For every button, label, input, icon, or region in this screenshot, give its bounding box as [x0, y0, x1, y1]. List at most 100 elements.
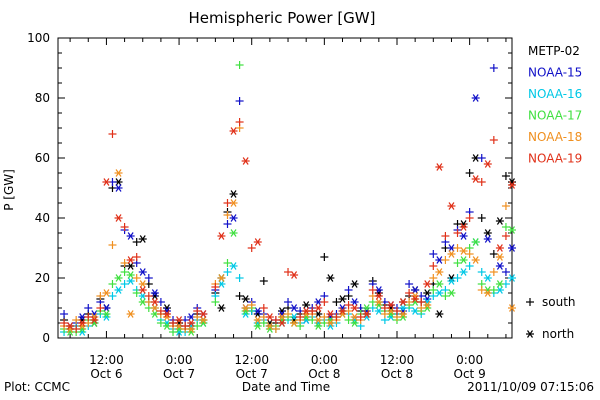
point-noaa-19-north: NOAA-19 north: 10: [350, 304, 359, 312]
point-noaa-17-south: NOAA-17 south: 22: [120, 268, 129, 276]
point-noaa-19-north: NOAA-19 north: 9: [302, 307, 311, 315]
marker-legend-label-north: north: [542, 327, 574, 341]
plot-credit: Plot: CCMC: [4, 380, 70, 394]
point-noaa-19-north: NOAA-19 north: 57: [435, 163, 444, 171]
point-noaa-19-north: NOAA-19 north: 13: [411, 295, 420, 303]
point-noaa-19-south: NOAA-19 south: 16: [368, 286, 377, 294]
point-noaa-18-south: NOAA-18 south: 11: [247, 301, 256, 309]
point-noaa-18-north: NOAA-18 north: 22: [435, 268, 444, 276]
point-noaa-15-north: NOAA-15 north: 33: [483, 235, 492, 243]
point-metp-02-south: METP-02 south: 40: [477, 214, 486, 222]
legend-item-noaa-18: NOAA-18: [528, 130, 582, 144]
point-noaa-19-north: NOAA-19 north: 52: [102, 178, 111, 186]
point-noaa-15-south: NOAA-15 south: 10: [84, 304, 93, 312]
legend-item-metp-02: METP-02: [528, 44, 580, 58]
point-metp-02-south: METP-02 south: 32: [132, 238, 141, 246]
point-noaa-15-north: NOAA-15 north: 10: [290, 304, 299, 312]
point-noaa-18-north: NOAA-18 north: 4: [265, 322, 274, 330]
y-tick-label-0: 0: [42, 331, 50, 345]
point-noaa-17-south: NOAA-17 south: 14: [441, 292, 450, 300]
point-noaa-15-south: NOAA-15 south: 18: [405, 280, 414, 288]
point-noaa-19-south: NOAA-19 south: 35: [453, 229, 462, 237]
point-noaa-19-south: NOAA-19 south: 27: [132, 253, 141, 261]
point-noaa-15-south: NOAA-15 south: 38: [223, 220, 232, 228]
point-noaa-18-north: NOAA-18 north: 6: [314, 316, 323, 324]
point-noaa-16-north: NOAA-16 north: 19: [447, 277, 456, 285]
point-noaa-18-north: NOAA-18 north: 10: [241, 304, 250, 312]
point-noaa-19-south: NOAA-19 south: 10: [380, 304, 389, 312]
point-noaa-17-north: NOAA-17 north: 10: [362, 304, 371, 312]
plot-points: METP-02 south: 6METP-02 south: 4METP-02 …: [60, 61, 516, 336]
point-noaa-18-north: NOAA-18 north: 8: [399, 310, 408, 318]
point-noaa-16-south: NOAA-16 south: 20: [453, 274, 462, 282]
point-noaa-19-north: NOAA-19 north: 18: [423, 280, 432, 288]
point-noaa-19-north: NOAA-19 north: 26: [126, 256, 135, 264]
point-noaa-19-south: NOAA-19 south: 15: [405, 289, 414, 297]
point-noaa-18-south: NOAA-18 south: 8: [284, 310, 293, 318]
x-tick-time-label: 0:00: [311, 353, 338, 367]
point-noaa-18-north: NOAA-18 north: 20: [217, 274, 226, 282]
point-noaa-18-north: NOAA-18 north: 11: [423, 301, 432, 309]
point-noaa-18-south: NOAA-18 south: 28: [465, 250, 474, 258]
point-noaa-15-north: NOAA-15 north: 34: [126, 232, 135, 240]
marker-legend-south-symbol: [526, 298, 534, 306]
point-noaa-19-north: NOAA-19 north: 5: [277, 319, 286, 327]
point-noaa-15-north: NOAA-15 north: 22: [138, 268, 147, 276]
point-noaa-18-north: NOAA-18 north: 26: [471, 256, 480, 264]
point-noaa-15-south: NOAA-15 south: 16: [344, 286, 353, 294]
point-noaa-18-south: NOAA-18 south: 3: [271, 325, 280, 333]
point-noaa-16-north: NOAA-16 north: 16: [114, 286, 123, 294]
point-noaa-17-north: NOAA-17 north: 26: [459, 256, 468, 264]
y-axis-label: P [GW]: [2, 169, 16, 211]
point-noaa-15-south: NOAA-15 south: 28: [429, 250, 438, 258]
point-noaa-18-north: NOAA-18 north: 55: [114, 169, 123, 177]
point-noaa-19-south: NOAA-19 south: 4: [181, 322, 190, 330]
point-noaa-19-south: NOAA-19 south: 24: [429, 262, 438, 270]
point-noaa-19-south: NOAA-19 south: 9: [193, 307, 202, 315]
x-tick-time-label: 0:00: [166, 353, 193, 367]
point-noaa-15-north: NOAA-15 north: 50: [114, 184, 123, 192]
point-noaa-16-south: NOAA-16 south: 22: [223, 268, 232, 276]
point-noaa-19-north: NOAA-19 north: 10: [314, 304, 323, 312]
point-metp-02-north: METP-02 north: 33: [138, 235, 147, 243]
point-noaa-17-north: NOAA-17 north: 18: [495, 280, 504, 288]
y-tick-label-80: 80: [35, 91, 50, 105]
point-noaa-15-north: NOAA-15 north: 24: [495, 262, 504, 270]
point-noaa-19-south: NOAA-19 south: 5: [169, 319, 178, 327]
point-noaa-17-north: NOAA-17 north: 21: [126, 271, 135, 279]
point-noaa-17-south: NOAA-17 south: 4: [193, 322, 202, 330]
point-noaa-19-north: NOAA-19 north: 53: [471, 175, 480, 183]
point-noaa-17-south: NOAA-17 south: 25: [223, 259, 232, 267]
point-metp-02-north: METP-02 north: 48: [229, 190, 238, 198]
point-noaa-18-south: NOAA-18 south: 16: [477, 286, 486, 294]
point-noaa-19-south: NOAA-19 south: 10: [259, 304, 268, 312]
point-noaa-18-north: NOAA-18 north: 29: [459, 247, 468, 255]
point-noaa-19-north: NOAA-19 north: 21: [290, 271, 299, 279]
point-noaa-19-south: NOAA-19 south: 12: [417, 298, 426, 306]
point-noaa-16-north: NOAA-16 north: 20: [483, 274, 492, 282]
point-noaa-18-south: NOAA-18 south: 25: [120, 259, 129, 267]
point-noaa-17-south: NOAA-17 south: 5: [156, 319, 165, 327]
point-noaa-16-south: NOAA-16 south: 20: [235, 274, 244, 282]
point-noaa-15-north: NOAA-15 north: 16: [411, 286, 420, 294]
x-tick-date-label: Oct 7: [163, 367, 195, 381]
point-noaa-16-north: NOAA-16 north: 20: [508, 274, 516, 282]
y-tick-label-20: 20: [35, 271, 50, 285]
x-tick-date-label: Oct 6: [90, 367, 122, 381]
point-noaa-19-north: NOAA-19 north: 44: [447, 202, 456, 210]
point-noaa-19-south: NOAA-19 south: 34: [441, 232, 450, 240]
point-noaa-18-south: NOAA-18 south: 30: [453, 244, 462, 252]
point-noaa-15-south: NOAA-15 south: 12: [284, 298, 293, 306]
point-noaa-19-north: NOAA-19 north: 8: [362, 310, 371, 318]
point-noaa-19-south: NOAA-19 south: 3: [72, 325, 81, 333]
point-noaa-18-north: NOAA-18 north: 6: [199, 316, 208, 324]
point-noaa-16-south: NOAA-16 south: 22: [477, 268, 486, 276]
point-noaa-19-north: NOAA-19 north: 34: [217, 232, 226, 240]
x-tick-time-label: 12:00: [234, 353, 269, 367]
point-noaa-19-south: NOAA-19 south: 72: [235, 118, 244, 126]
point-noaa-17-south: NOAA-17 south: 12: [211, 298, 220, 306]
point-noaa-17-south: NOAA-17 south: 37: [501, 223, 510, 231]
point-noaa-19-north: NOAA-19 north: 5: [187, 319, 196, 327]
y-tick-label-40: 40: [35, 211, 50, 225]
